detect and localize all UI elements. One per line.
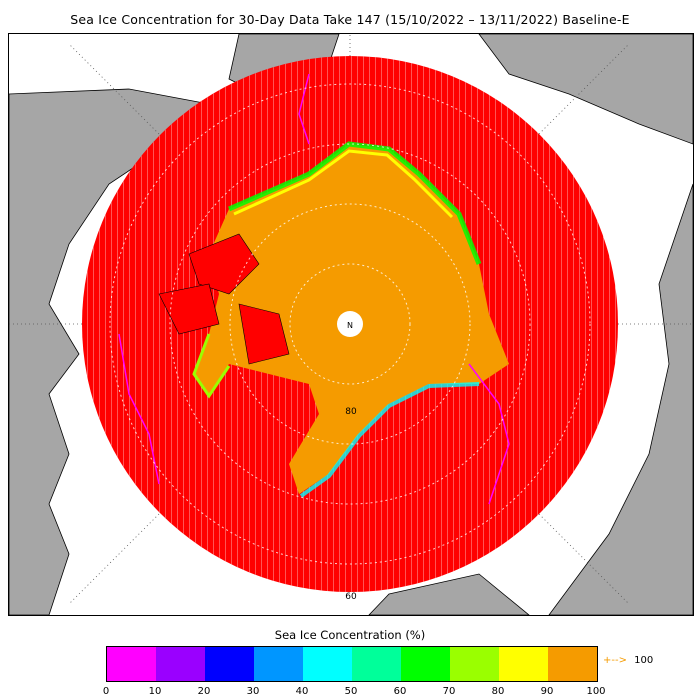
pole-marker: N [347, 321, 353, 330]
colorbar-segment [254, 647, 303, 681]
latitude-label-60: 60 [345, 592, 357, 602]
colorbar-segment [303, 647, 352, 681]
colorbar [106, 646, 598, 682]
colorbar-tick-label: 40 [295, 686, 309, 697]
colorbar-segment [107, 647, 156, 681]
colorbar-segment [205, 647, 254, 681]
colorbar-tick-label: 0 [102, 686, 110, 697]
colorbar-tick-label: 30 [246, 686, 260, 697]
polar-map: N 80 60 [8, 33, 694, 616]
colorbar-tick-label: 100 [586, 686, 606, 697]
colorbar-tick-label: 80 [491, 686, 505, 697]
colorbar-segment [156, 647, 205, 681]
colorbar-tick-label: 70 [442, 686, 456, 697]
colorbar-segment [401, 647, 450, 681]
colorbar-tick-label: 60 [393, 686, 407, 697]
overflow-indicator: +--> 100 [603, 655, 653, 666]
data-disc: N [82, 56, 618, 592]
latitude-label-80: 80 [345, 407, 357, 417]
legend-title: Sea Ice Concentration (%) [274, 628, 426, 642]
colorbar-segment [450, 647, 499, 681]
colorbar-tick-label: 20 [197, 686, 211, 697]
colorbar-segment [499, 647, 548, 681]
colorbar-segment [352, 647, 401, 681]
colorbar-segment [548, 647, 597, 681]
map-title: Sea Ice Concentration for 30-Day Data Ta… [70, 12, 630, 27]
colorbar-tick-label: 10 [148, 686, 162, 697]
colorbar-tick-label: 90 [540, 686, 554, 697]
polar-map-svg: N 80 60 [9, 34, 693, 615]
overflow-label: 100 [634, 655, 654, 666]
colorbar-tick-label: 50 [344, 686, 358, 697]
overflow-arrow: +--> [603, 655, 627, 666]
